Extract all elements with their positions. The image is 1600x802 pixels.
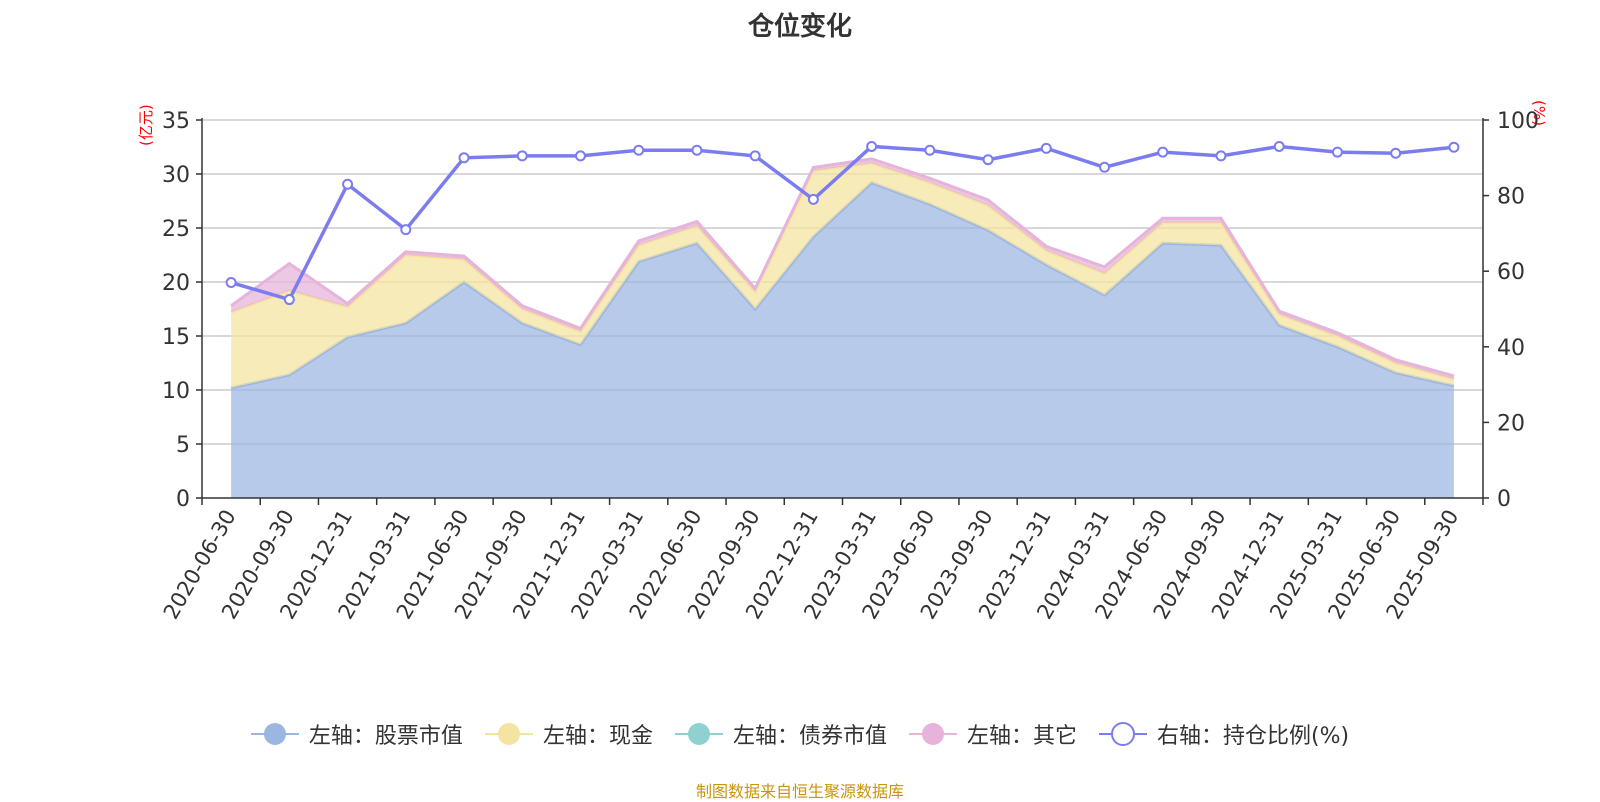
chart-title: 仓位变化 xyxy=(747,12,852,42)
right-axis-tick-label: 60 xyxy=(1497,260,1525,285)
ratio-point xyxy=(749,150,761,162)
ratio-point xyxy=(1390,147,1402,159)
legend-item-ratio[interactable]: 右轴：持仓比例(%) xyxy=(1098,718,1350,750)
left-axis-tick-label: 25 xyxy=(162,217,190,242)
ratio-point xyxy=(1331,146,1343,158)
ratio-point xyxy=(807,193,819,205)
ratio-point xyxy=(1040,142,1052,154)
area-line-3 xyxy=(230,157,1455,378)
ratio-point xyxy=(1448,141,1460,153)
data-source-note: 制图数据来自恒生聚源数据库 xyxy=(695,782,904,801)
left-axis-tick-label: 5 xyxy=(176,433,190,458)
legend-label-bond: 左轴：债券市值 xyxy=(732,724,887,749)
left-axis-tick-label: 30 xyxy=(162,163,190,188)
left-axis-tick-label: 20 xyxy=(162,271,190,296)
legend-stock-marker xyxy=(250,723,299,745)
legend-bond-marker xyxy=(674,723,723,745)
left-axis-tick-label: 0 xyxy=(176,487,190,512)
legend-other-marker xyxy=(908,723,957,745)
ratio-point xyxy=(400,224,412,236)
ratio-point xyxy=(1273,140,1285,152)
chart-legend: 左轴：股票市值 左轴：现金 左轴：债券市值 左轴：其它 右轴：持仓比例(%) xyxy=(0,718,1600,750)
area-3 xyxy=(231,158,1454,380)
right-axis-tick-label: 0 xyxy=(1497,487,1511,512)
legend-item-cash[interactable]: 左轴：现金 xyxy=(484,718,653,750)
ratio-point xyxy=(982,154,994,166)
ratio-point xyxy=(1157,146,1169,158)
left-axis-tick-label: 10 xyxy=(162,379,190,404)
area-0 xyxy=(231,182,1454,498)
ratio-point xyxy=(458,152,470,164)
ratio-point xyxy=(516,150,528,162)
right-axis-tick-label: 20 xyxy=(1497,411,1525,436)
ratio-point xyxy=(633,144,645,156)
left-axis-tick-label: 15 xyxy=(162,325,190,350)
ratio-point xyxy=(283,294,295,306)
legend-label-stock: 左轴：股票市值 xyxy=(308,724,463,749)
ratio-point xyxy=(225,277,237,289)
ratio-point xyxy=(691,144,703,156)
legend-item-stock[interactable]: 左轴：股票市值 xyxy=(250,718,463,750)
legend-ratio-marker xyxy=(1098,722,1147,746)
area-1 xyxy=(231,163,1454,388)
legend-item-bond[interactable]: 左轴：债券市值 xyxy=(674,718,887,750)
right-axis-tick-label: 100 xyxy=(1497,109,1539,134)
ratio-point xyxy=(866,140,878,152)
right-axis-tick-label: 80 xyxy=(1497,185,1525,210)
legend-cash-marker xyxy=(484,723,533,745)
ratio-point xyxy=(1215,150,1227,162)
ratio-point xyxy=(574,150,586,162)
ratio-point xyxy=(342,178,354,190)
ratio-point xyxy=(1099,161,1111,173)
left-axis-tick-label: 35 xyxy=(162,109,190,134)
legend-label-other: 左轴：其它 xyxy=(966,724,1077,749)
right-axis-tick-label: 40 xyxy=(1497,336,1525,361)
ratio-point xyxy=(924,144,936,156)
legend-label-cash: 左轴：现金 xyxy=(542,724,653,749)
legend-label-ratio: 右轴：持仓比例(%) xyxy=(1156,724,1350,749)
ratio-line xyxy=(230,144,1455,302)
legend-item-other[interactable]: 左轴：其它 xyxy=(908,718,1077,750)
